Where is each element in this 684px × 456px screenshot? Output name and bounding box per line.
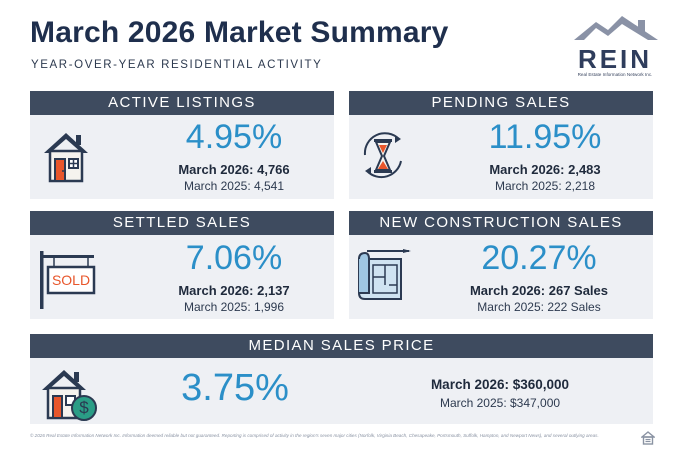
active-listings-header: ACTIVE LISTINGS: [30, 91, 334, 115]
new-construction-card: NEW CONSTRUCTION SALES 20.27% March 2026…: [349, 211, 653, 319]
house-icon: [38, 125, 94, 190]
equal-housing-icon: [640, 431, 656, 445]
logo-wordmark: REIN: [578, 44, 652, 72]
pending-sales-change: 11.95%: [488, 118, 602, 156]
footer-disclaimer: © 2026 Real Estate Information Network I…: [30, 433, 599, 438]
new-construction-current: March 2026: 267 Sales: [469, 283, 609, 298]
median-sales-price-current: March 2026: $360,000: [430, 377, 570, 392]
new-construction-header: NEW CONSTRUCTION SALES: [349, 211, 653, 235]
median-sales-price-card: MEDIAN SALES PRICE $ 3.75% March 2026: $…: [30, 334, 653, 424]
pending-sales-current: March 2026: 2,483: [489, 162, 601, 177]
sold-sign-text: SOLD: [51, 272, 91, 288]
active-listings-current: March 2026: 4,766: [178, 162, 290, 177]
active-listings-previous: March 2025: 4,541: [183, 179, 285, 193]
page-title: March 2026 Market Summary: [30, 16, 449, 49]
median-sales-price-change: 3.75%: [181, 367, 289, 409]
settled-sales-current: March 2026: 2,137: [178, 283, 290, 298]
blueprint-icon: [355, 249, 415, 312]
new-construction-change: 20.27%: [481, 239, 597, 277]
active-listings-change: 4.95%: [185, 118, 283, 156]
median-sales-price-header: MEDIAN SALES PRICE: [30, 334, 653, 358]
sold-sign-icon: SOLD: [34, 247, 98, 318]
page-subtitle: YEAR-OVER-YEAR RESIDENTIAL ACTIVITY: [31, 59, 323, 71]
active-listings-card: ACTIVE LISTINGS 4.95% March 2026: 4,766 …: [30, 91, 334, 199]
new-construction-previous: March 2025: 222 Sales: [477, 300, 601, 314]
house-dollar-icon: $: [38, 364, 100, 429]
dollar-sign-glyph: $: [79, 398, 89, 417]
median-sales-price-previous: March 2025: $347,000: [439, 396, 561, 410]
settled-sales-change: 7.06%: [185, 239, 283, 277]
settled-sales-previous: March 2025: 1,996: [183, 300, 285, 314]
settled-sales-header: SETTLED SALES: [30, 211, 334, 235]
pending-sales-header: PENDING SALES: [349, 91, 653, 115]
logo-tagline: Real Estate Information Network Inc.: [577, 72, 653, 77]
hourglass-icon: [355, 125, 411, 190]
pending-sales-previous: March 2025: 2,218: [494, 179, 596, 193]
rein-logo: REIN Real Estate Information Network Inc…: [568, 12, 662, 84]
settled-sales-card: SETTLED SALES SOLD 7.06% March 2026: 2,1…: [30, 211, 334, 319]
pending-sales-card: PENDING SALES 11.95% March 2026: 2,483 M…: [349, 91, 653, 199]
